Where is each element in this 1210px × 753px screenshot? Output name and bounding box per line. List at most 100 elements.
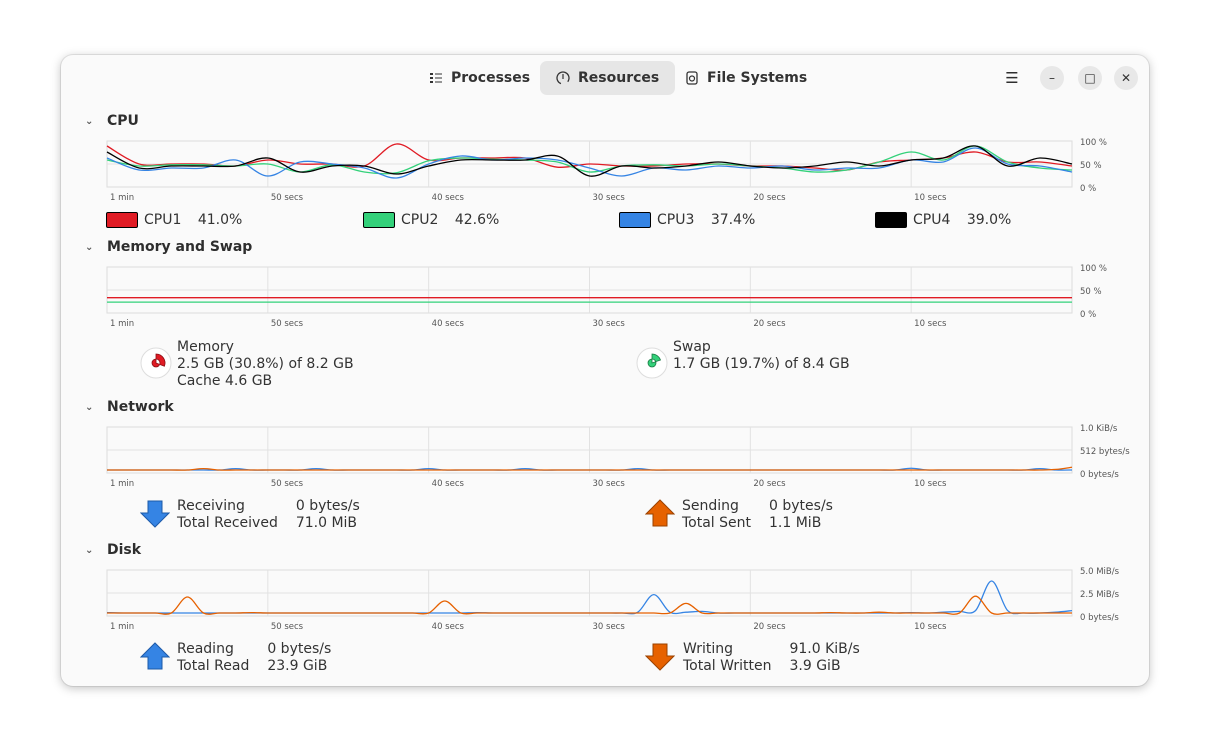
swap-label: Swap bbox=[673, 339, 711, 355]
total-read-label: Total Read bbox=[177, 658, 250, 674]
cpu-value: 37.4% bbox=[710, 212, 756, 228]
receiving-arrow-icon[interactable] bbox=[140, 500, 170, 528]
x-tick-label: 20 secs bbox=[753, 193, 786, 203]
cpu-chart: 100 % 50 % 0 % 1 min 50 secs 40 secs 30 secs 20… bbox=[106, 138, 1107, 203]
close-button[interactable]: ✕ bbox=[1114, 66, 1138, 90]
writing-label: Writing bbox=[683, 641, 733, 657]
cpu3-color-swatch[interactable] bbox=[619, 212, 651, 228]
disk-section-header[interactable]: ⌄ Disk bbox=[85, 542, 141, 558]
cpu2-color-swatch[interactable] bbox=[363, 212, 395, 228]
memory-info: Memory 2.5 GB (30.8%) of 8.2 GB Cache 4.… bbox=[177, 339, 354, 390]
y-tick-label: 0 bytes/s bbox=[1080, 470, 1119, 480]
writing-value: 91.0 KiB/s bbox=[789, 641, 860, 657]
x-tick-label: 30 secs bbox=[593, 193, 626, 203]
tab-file-systems[interactable]: File Systems bbox=[669, 61, 823, 95]
y-tick-label: 512 bytes/s bbox=[1080, 447, 1130, 457]
series-line-cpu2 bbox=[106, 145, 1073, 175]
x-tick-label: 1 min bbox=[110, 319, 134, 329]
x-tick-label: 40 secs bbox=[432, 193, 465, 203]
cpu-value: 39.0% bbox=[966, 212, 1012, 228]
total-written-label: Total Written bbox=[683, 658, 772, 674]
section-title: Network bbox=[107, 399, 174, 415]
x-tick-label: 50 secs bbox=[271, 622, 304, 632]
y-tick-label: 1.0 KiB/s bbox=[1080, 424, 1118, 434]
y-tick-label: 100 % bbox=[1080, 264, 1107, 274]
memory-value: 2.5 GB (30.8%) of 8.2 GB bbox=[177, 356, 354, 372]
tab-label: Processes bbox=[451, 70, 531, 86]
cpu4-color-swatch[interactable] bbox=[875, 212, 907, 228]
gauge-icon bbox=[556, 71, 570, 85]
x-tick-label: 20 secs bbox=[753, 319, 786, 329]
total-received-value: 71.0 MiB bbox=[295, 515, 358, 531]
network-section-header[interactable]: ⌄ Network bbox=[85, 399, 174, 415]
network-chart: 1.0 KiB/s 512 bytes/s 0 bytes/s 1 min 50 sec… bbox=[106, 424, 1130, 489]
system-monitor-window: Processes Resources File Systems ☰ – □ ✕… bbox=[61, 55, 1149, 686]
memory-label: Memory bbox=[177, 339, 234, 355]
chevron-down-icon: ⌄ bbox=[85, 544, 94, 556]
x-tick-label: 30 secs bbox=[593, 622, 626, 632]
reading-info: Reading 0 bytes/s Total Read 23.9 GiB bbox=[177, 641, 331, 675]
disk-chart: 5.0 MiB/s 2.5 MiB/s 0 bytes/s 1 min 50 secs 4… bbox=[106, 567, 1120, 632]
total-received-label: Total Received bbox=[177, 515, 278, 531]
writing-info: Writing 91.0 KiB/s Total Written 3.9 GiB bbox=[683, 641, 860, 675]
maximize-button[interactable]: □ bbox=[1078, 66, 1102, 90]
total-written-value: 3.9 GiB bbox=[789, 658, 841, 674]
total-sent-value: 1.1 MiB bbox=[769, 515, 822, 531]
cpu-name: CPU1 bbox=[144, 212, 182, 228]
memory-pie-icon[interactable] bbox=[140, 347, 172, 379]
minimize-button[interactable]: – bbox=[1040, 66, 1064, 90]
x-tick-label: 20 secs bbox=[753, 622, 786, 632]
reading-label: Reading bbox=[177, 641, 234, 657]
x-tick-label: 10 secs bbox=[914, 622, 947, 632]
reading-arrow-icon[interactable] bbox=[140, 642, 170, 670]
x-tick-label: 40 secs bbox=[432, 319, 465, 329]
swap-value: 1.7 GB (19.7%) of 8.4 GB bbox=[673, 356, 850, 372]
x-tick-label: 50 secs bbox=[271, 193, 304, 203]
hamburger-icon: ☰ bbox=[1005, 69, 1019, 87]
y-tick-label: 100 % bbox=[1080, 138, 1107, 148]
maximize-icon: □ bbox=[1084, 71, 1096, 85]
sending-arrow-icon[interactable] bbox=[645, 499, 675, 527]
writing-arrow-icon[interactable] bbox=[645, 643, 675, 671]
list-icon bbox=[430, 73, 442, 83]
receiving-value: 0 bytes/s bbox=[295, 498, 360, 514]
cpu1-color-swatch[interactable] bbox=[106, 212, 138, 228]
cpu-section-header[interactable]: ⌄ CPU bbox=[85, 113, 139, 129]
y-tick-label: 2.5 MiB/s bbox=[1080, 590, 1120, 600]
memory-chart: 100 % 50 % 0 % 1 min 50 secs 40 secs 30 secs 20… bbox=[106, 264, 1107, 329]
tab-label: Resources bbox=[578, 70, 660, 86]
cpu4-legend: CPU4 39.0% bbox=[875, 212, 1011, 228]
chevron-down-icon: ⌄ bbox=[85, 241, 94, 253]
x-tick-label: 40 secs bbox=[432, 479, 465, 489]
section-title: Memory and Swap bbox=[107, 239, 253, 255]
x-tick-label: 30 secs bbox=[593, 319, 626, 329]
cache-value: Cache 4.6 GB bbox=[177, 373, 273, 389]
y-tick-label: 0 % bbox=[1080, 184, 1096, 194]
series-line-sending bbox=[106, 466, 1073, 471]
sending-value: 0 bytes/s bbox=[769, 498, 833, 514]
cpu-value: 42.6% bbox=[454, 212, 500, 228]
x-tick-label: 1 min bbox=[110, 193, 134, 203]
tab-processes[interactable]: Processes bbox=[413, 61, 546, 95]
tab-label: File Systems bbox=[707, 70, 808, 86]
tab-resources[interactable]: Resources bbox=[540, 61, 676, 95]
memory-section-header[interactable]: ⌄ Memory and Swap bbox=[85, 239, 252, 255]
swap-pie-icon[interactable] bbox=[636, 347, 668, 379]
total-sent-label: Total Sent bbox=[682, 515, 752, 531]
y-tick-label: 50 % bbox=[1080, 161, 1102, 171]
y-tick-label: 0 % bbox=[1080, 310, 1096, 320]
series-line-cpu4 bbox=[106, 145, 1073, 177]
x-tick-label: 1 min bbox=[110, 479, 134, 489]
x-tick-label: 1 min bbox=[110, 622, 134, 632]
series-line-writing bbox=[106, 595, 1072, 615]
x-tick-label: 50 secs bbox=[271, 479, 304, 489]
receiving-label: Receiving bbox=[177, 498, 245, 514]
y-tick-label: 5.0 MiB/s bbox=[1080, 567, 1120, 577]
section-title: CPU bbox=[107, 113, 139, 129]
close-icon: ✕ bbox=[1120, 71, 1132, 85]
main-menu-button[interactable]: ☰ bbox=[1000, 66, 1024, 90]
x-tick-label: 30 secs bbox=[593, 479, 626, 489]
cpu-name: CPU2 bbox=[401, 212, 439, 228]
y-tick-label: 0 bytes/s bbox=[1080, 613, 1119, 623]
sending-info: Sending 0 bytes/s Total Sent 1.1 MiB bbox=[682, 498, 833, 532]
